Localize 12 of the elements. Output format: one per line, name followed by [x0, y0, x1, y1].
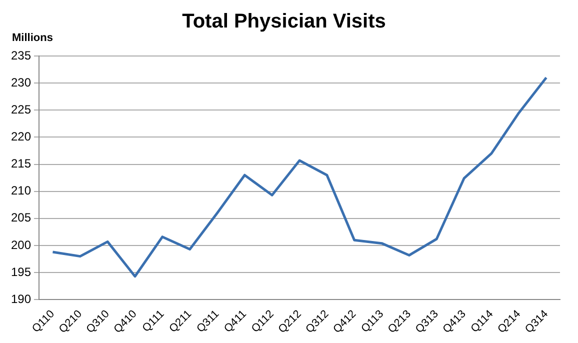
- y-tick-label: 230: [10, 75, 32, 90]
- y-tick-label: 200: [10, 238, 32, 252]
- y-tick-label: 225: [10, 102, 32, 116]
- y-axis-title: Millions: [12, 32, 53, 44]
- y-tick-label: 190: [10, 292, 32, 306]
- y-tick-label: 235: [10, 48, 32, 62]
- chart-title: Total Physician Visits: [182, 10, 386, 33]
- y-tick-label: 210: [10, 184, 32, 198]
- y-tick-label: 205: [10, 210, 32, 225]
- y-tick-label: 195: [10, 264, 32, 279]
- y-tick-label: 215: [10, 156, 32, 171]
- y-tick-label: 220: [10, 130, 32, 144]
